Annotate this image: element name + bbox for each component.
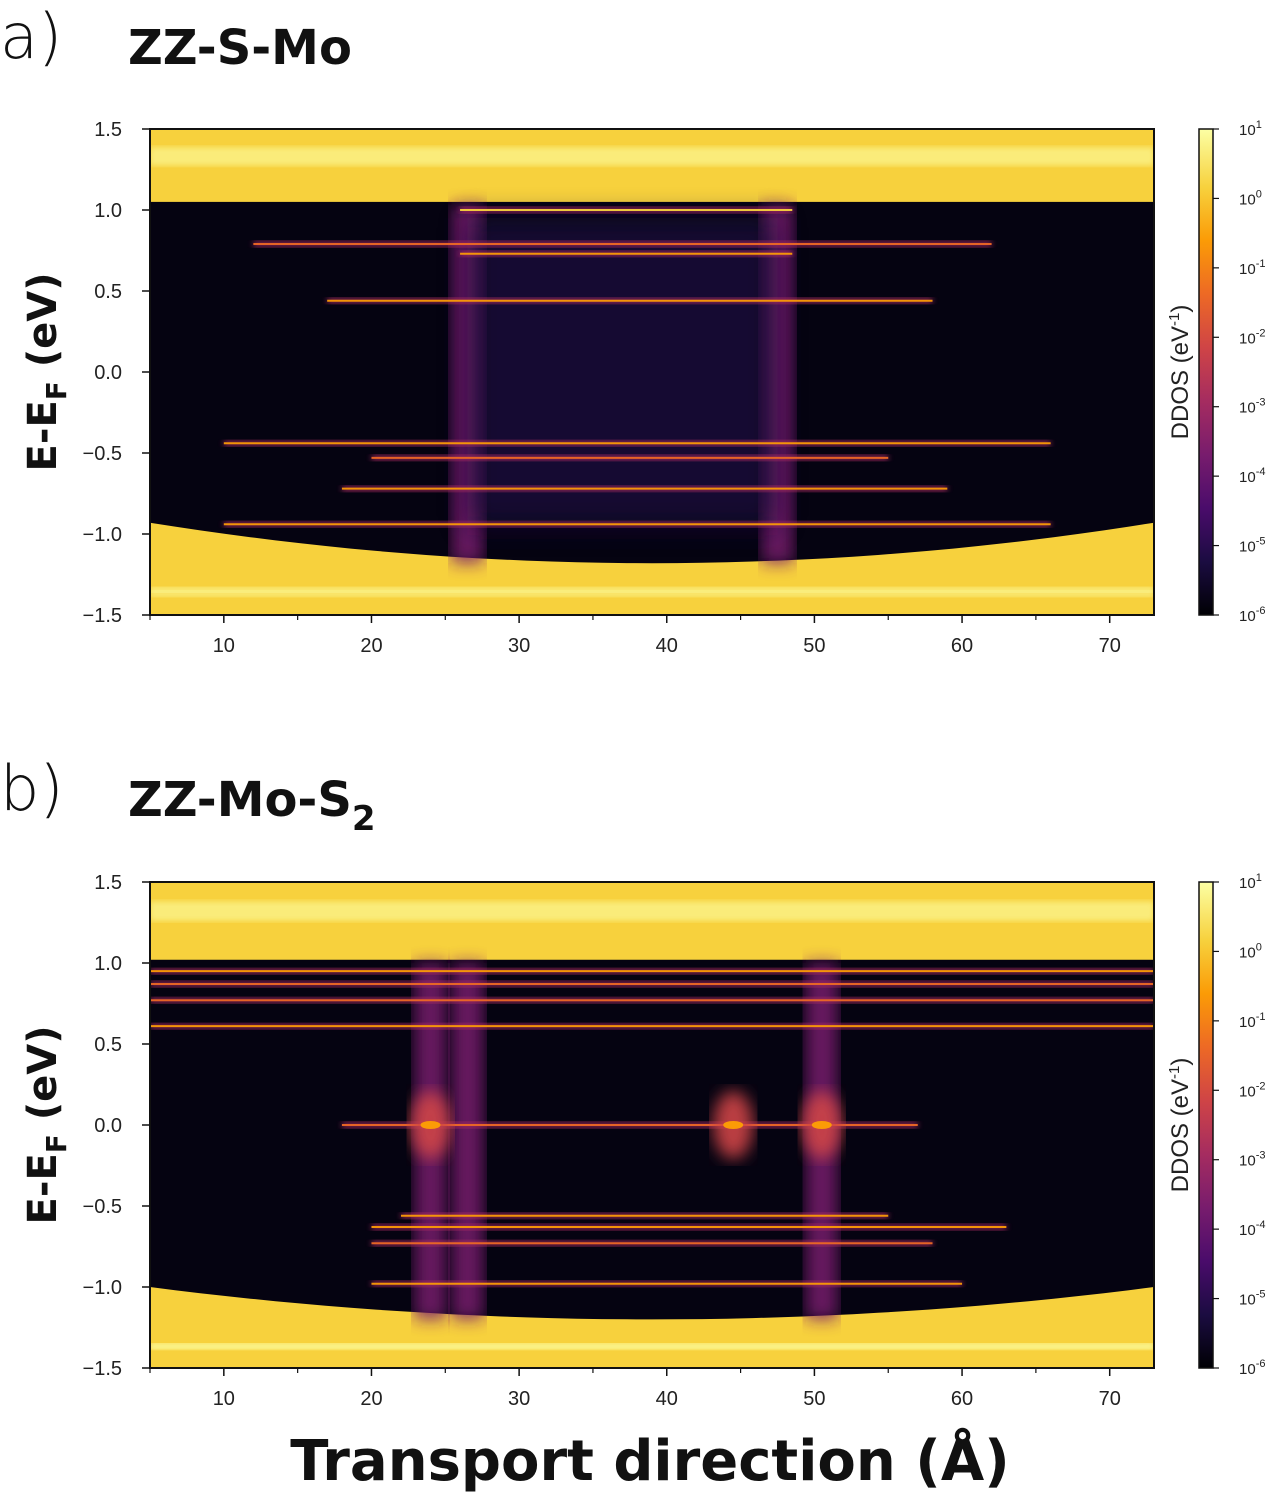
panel-b-ytick-label-3: 0.0 (94, 1115, 122, 1137)
panel-b-xtick-label-2: 30 (508, 1388, 530, 1410)
panel-b-valence-band-highlight-deep (150, 1343, 1154, 1350)
panel-a-ytick-label-4: −0.5 (83, 443, 122, 465)
svg-text:E-EF (eV): E-EF (eV) (20, 1026, 73, 1225)
panel-b-cbtick-label-2: 10-1 (1239, 1011, 1265, 1031)
panel-b-title-main: ZZ-Mo-S (128, 772, 352, 828)
panel-b-xtick-label-0: 10 (213, 1388, 235, 1410)
panel-b-ytick-label-2: 0.5 (94, 1034, 122, 1056)
panel-a-xtick-label-6: 70 (1099, 635, 1121, 657)
panel-a-title: ZZ-S-Mo (128, 20, 352, 76)
panel-b-cbtick-label-4: 10-3 (1239, 1150, 1265, 1170)
panel-b-ylabel: E-EF (eV) (20, 1026, 73, 1225)
panel-b-cbtick-label-0: 101 (1239, 872, 1262, 892)
panel-a-ylabel-main: E-E (20, 400, 66, 471)
panel-a-ylabel-sub: F (40, 381, 73, 400)
panel-a-ylabel-unit: (eV) (20, 273, 66, 382)
panel-a-colorbar-ticks: 101 100 10-1 10-2 10-3 10-4 10-5 10-6 (1213, 119, 1265, 625)
panel-a-valence-band-highlight-deep (150, 590, 1154, 597)
panel-b-colorbar (1198, 881, 1214, 1369)
panel-b-midgap-spot-core-2 (811, 1121, 832, 1129)
panel-a-cbtick-label-6: 10-5 (1239, 536, 1265, 556)
panel-a-ytick-label-5: −1.0 (83, 524, 122, 546)
panel-a-cblabel-sup: -1 (1166, 313, 1183, 326)
panel-b-xtick-label-4: 50 (803, 1388, 825, 1410)
panel-a-ytick-label-1: 1.0 (94, 200, 122, 222)
panel-b-colorbar-ticks: 101 100 10-1 10-2 10-3 10-4 10-5 10-6 (1213, 872, 1265, 1378)
panel-b: b) ZZ-Mo-S2 E-EF (eV) 10 20 30 40 50 60 701.51… (0, 752, 1265, 1410)
panel-a-cbtick-label-0: 101 (1239, 119, 1262, 139)
panel-b-colorbar-label: DDOS (eV-1) (1166, 1058, 1194, 1193)
panel-a-cblabel-main: DDOS (eV (1167, 326, 1194, 439)
panel-a-ytick-label-2: 0.5 (94, 281, 122, 303)
panel-a-letter: a) (0, 0, 62, 73)
panel-b-xtick-label-3: 40 (656, 1388, 678, 1410)
svg-text:DDOS (eV-1): DDOS (eV-1) (1166, 305, 1194, 440)
panel-b-cbtick-label-7: 10-6 (1239, 1358, 1265, 1378)
panel-a-colorbar-label: DDOS (eV-1) (1166, 305, 1194, 440)
panel-b-conduction-band-highlight (150, 901, 1154, 921)
svg-text:E-EF (eV): E-EF (eV) (20, 273, 73, 472)
panel-b-cbtick-label-1: 100 (1239, 941, 1262, 961)
panel-b-ytick-label-0: 1.5 (94, 872, 122, 894)
panel-a-defect-region-glow (467, 218, 778, 526)
panel-a-colorbar (1198, 128, 1214, 616)
panel-a-cbtick-label-3: 10-2 (1239, 327, 1265, 347)
panel-a-ytick-label-3: 0.0 (94, 362, 122, 384)
panel-a-xtick-label-5: 60 (951, 635, 973, 657)
panel-a-ytick-label-6: −1.5 (83, 605, 122, 627)
panel-b-cbtick-label-3: 10-2 (1239, 1080, 1265, 1100)
panel-a-title-main: ZZ-S-Mo (128, 20, 352, 76)
panel-a-valence-band-highlight (150, 587, 1154, 593)
panel-b-ytick-label-4: −0.5 (83, 1196, 122, 1218)
panel-b-cblabel-main: DDOS (eV (1167, 1079, 1194, 1192)
panel-b-ytick-label-5: −1.0 (83, 1277, 122, 1299)
panel-a: a) ZZ-S-Mo E-EF (eV) 10 20 30 40 50 60 70 1.5 1.… (0, 0, 1265, 657)
panel-a-ylabel: E-EF (eV) (20, 273, 73, 472)
panel-b-ylabel-main: E-E (20, 1153, 66, 1224)
panel-b-defect-column-1 (451, 963, 484, 1320)
svg-text:DDOS (eV-1): DDOS (eV-1) (1166, 1058, 1194, 1193)
panel-a-heatmap (150, 129, 1154, 615)
panel-a-cbtick-label-5: 10-4 (1239, 466, 1265, 486)
panel-a-cbtick-label-4: 10-3 (1239, 397, 1265, 417)
panel-b-midgap-spot-core-0 (420, 1121, 441, 1129)
panel-b-xtick-label-5: 60 (951, 1388, 973, 1410)
panel-a-ytick-label-0: 1.5 (94, 119, 122, 141)
panel-b-ytick-label-1: 1.0 (94, 953, 122, 975)
panel-b-ytick-label-6: −1.5 (83, 1358, 122, 1380)
panel-a-conduction-band-highlight (150, 147, 1154, 166)
panel-a-xtick-label-1: 20 (360, 635, 382, 657)
panel-b-xtick-label-6: 70 (1099, 1388, 1121, 1410)
panel-b-midgap-spot-core-1 (723, 1121, 744, 1129)
panel-b-xtick-label-1: 20 (360, 1388, 382, 1410)
panel-a-xtick-label-0: 10 (213, 635, 235, 657)
panel-b-title: ZZ-Mo-S2 (128, 772, 376, 839)
panel-a-xtick-label-2: 30 (508, 635, 530, 657)
panel-b-heatmap (150, 882, 1154, 1368)
panel-b-cblabel-sup: -1 (1166, 1066, 1183, 1079)
panel-a-cbtick-label-7: 10-6 (1239, 605, 1265, 625)
x-axis-label: Transport direction (Å) (290, 1428, 1010, 1494)
panel-a-axes: 10 20 30 40 50 60 70 1.5 1.0 0.5 0.0 −0.5 −1.0 −1.5 (83, 119, 1121, 657)
panel-b-letter: b) (0, 752, 64, 825)
panel-b-cbtick-label-5: 10-4 (1239, 1219, 1265, 1239)
panel-b-ylabel-sub: F (40, 1134, 73, 1153)
panel-b-axes: 10 20 30 40 50 60 70 1.5 1.0 0.5 0.0 −0.5 −1.0 −1.5 (83, 872, 1121, 1410)
panel-b-ylabel-unit: (eV) (20, 1026, 66, 1135)
panel-b-title-sub: 2 (352, 799, 376, 839)
panel-a-xtick-label-4: 50 (803, 635, 825, 657)
panel-a-cbtick-label-2: 10-1 (1239, 258, 1265, 278)
panel-b-cbtick-label-6: 10-5 (1239, 1289, 1265, 1309)
panel-a-xtick-label-3: 40 (656, 635, 678, 657)
panel-a-cbtick-label-1: 100 (1239, 188, 1262, 208)
